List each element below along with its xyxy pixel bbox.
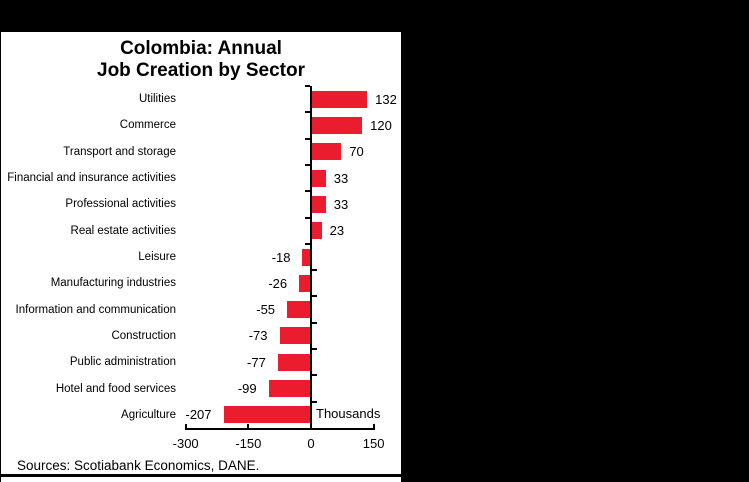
category-axis-tick bbox=[305, 137, 310, 140]
value-label: -18 bbox=[271, 249, 291, 265]
category-label: Agriculture bbox=[121, 408, 176, 421]
bar bbox=[223, 406, 310, 424]
value-label: -99 bbox=[237, 381, 257, 397]
value-label: -207 bbox=[185, 407, 212, 423]
value-label: 132 bbox=[375, 91, 397, 107]
category-label: Manufacturing industries bbox=[50, 277, 176, 290]
category-axis-tick bbox=[312, 374, 317, 377]
value-axis-tick bbox=[247, 424, 250, 428]
category-axis-tick bbox=[312, 400, 317, 403]
value-axis-tick bbox=[372, 424, 375, 428]
category-label: Transport and storage bbox=[63, 145, 176, 158]
chart-title-line1: Colombia: Annual bbox=[120, 38, 282, 59]
bar bbox=[268, 380, 310, 398]
bar bbox=[302, 248, 310, 266]
chart-panel: Colombia: Annual Job Creation by Sector … bbox=[1, 32, 401, 482]
value-axis-tick bbox=[184, 424, 187, 428]
category-axis-tick bbox=[305, 190, 310, 193]
value-axis-tick-label: 0 bbox=[307, 436, 315, 451]
value-axis-line bbox=[184, 428, 375, 430]
value-label: -55 bbox=[256, 302, 276, 318]
bar bbox=[312, 169, 326, 187]
category-label: Leisure bbox=[138, 251, 176, 263]
category-axis-tick bbox=[305, 216, 310, 219]
panel-bottom-rule bbox=[1, 474, 401, 477]
value-label: 33 bbox=[333, 196, 349, 212]
value-label: 120 bbox=[370, 117, 392, 133]
category-label: Commerce bbox=[119, 119, 176, 132]
bar bbox=[312, 116, 363, 134]
category-label: Financial and insurance activities bbox=[7, 172, 176, 185]
value-label: 70 bbox=[349, 144, 364, 160]
bar bbox=[279, 327, 310, 345]
bar bbox=[287, 301, 310, 319]
category-label: Utilities bbox=[138, 93, 176, 106]
category-label: Professional activities bbox=[65, 198, 176, 211]
value-axis-tick-label: -150 bbox=[235, 436, 262, 451]
bar bbox=[299, 274, 310, 292]
chart-title: Colombia: Annual Job Creation by Sector bbox=[1, 38, 401, 82]
bar bbox=[312, 143, 342, 161]
value-label: -26 bbox=[268, 275, 288, 291]
chart-title-line2: Job Creation by Sector bbox=[97, 60, 305, 81]
category-axis-tick bbox=[305, 242, 310, 245]
bar-chart-plot: Utilities 132 Commerce 120 Transport and sto… bbox=[1, 32, 401, 482]
category-label: Information and communication bbox=[15, 303, 176, 316]
bar bbox=[312, 222, 322, 240]
value-label: -73 bbox=[248, 328, 268, 344]
category-axis-tick bbox=[312, 321, 317, 324]
value-label: 33 bbox=[333, 170, 349, 186]
bar bbox=[277, 353, 310, 371]
category-axis-tick bbox=[312, 348, 317, 351]
zero-axis-line bbox=[310, 86, 312, 430]
category-axis-tick bbox=[312, 295, 317, 298]
bar bbox=[312, 90, 368, 108]
value-axis-tick-label: -300 bbox=[172, 436, 199, 451]
category-axis-tick bbox=[312, 269, 317, 272]
category-label: Hotel and food services bbox=[55, 382, 176, 395]
value-axis-tick-label: 150 bbox=[362, 436, 385, 451]
category-label: Construction bbox=[111, 329, 176, 342]
axis-unit-label: Thousands bbox=[316, 406, 381, 421]
value-label: 23 bbox=[329, 223, 345, 239]
value-label: -77 bbox=[247, 354, 266, 370]
category-label: Real estate activities bbox=[70, 224, 176, 237]
category-label: Public administration bbox=[69, 356, 176, 369]
source-note: Sources: Scotiabank Economics, DANE. bbox=[17, 458, 260, 473]
category-axis-tick bbox=[305, 163, 310, 166]
bar bbox=[312, 195, 326, 213]
category-axis-tick bbox=[305, 85, 310, 87]
category-axis-tick bbox=[305, 111, 310, 114]
